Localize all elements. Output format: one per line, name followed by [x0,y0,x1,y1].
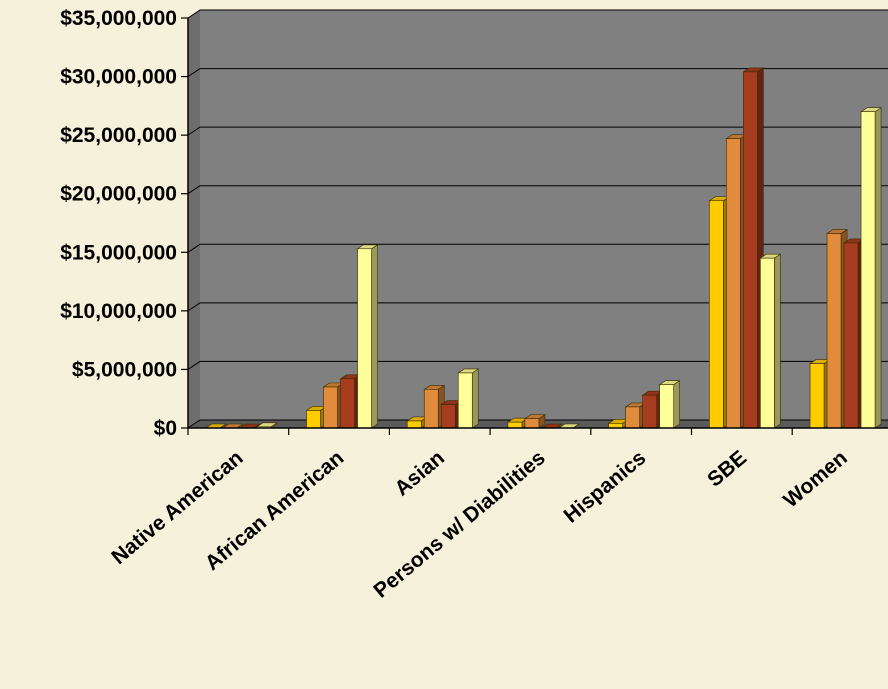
bar-front [406,420,422,429]
back-wall [200,10,888,420]
bar-front [625,406,640,429]
side-wall [188,10,200,428]
bar-front [843,242,859,429]
bars [204,67,883,429]
gridline [187,360,888,370]
bar-front [507,421,523,429]
bar-front [743,71,758,429]
y-tick-label: $30,000,000 [60,66,177,89]
bar-front [357,248,372,429]
bar-front [760,257,775,429]
y-tick-label: $20,000,000 [60,183,177,206]
bar-front [524,418,540,429]
bar [523,414,546,429]
bar-side [471,368,479,429]
bar [356,244,379,429]
bar-front [340,378,355,429]
bar-side [874,107,882,429]
y-tick-label: $35,000,000 [60,7,177,30]
y-tick-label: $0 [154,417,177,440]
bar-side [673,380,680,429]
bar [742,67,765,429]
x-category-label: Persons w/ Diabilities [369,446,549,602]
bar-side [774,253,781,429]
bar-front [826,233,842,429]
y-axis-tick-labels: $0 $5,000,000 $10,000,000 $15,000,000 $20,00… [60,7,177,440]
bar-front [440,404,456,429]
bar [457,368,480,429]
y-tick-label: $10,000,000 [60,300,177,323]
y-tick-label: $5,000,000 [72,358,177,381]
bar-front [726,138,741,429]
bar-front [423,389,439,429]
bar-front [659,384,674,429]
x-category-label: Hispanics [560,446,651,527]
gridline [187,185,888,195]
x-category-label: Women [779,446,852,512]
bar-front [809,363,825,429]
gridline [187,9,888,19]
axes [181,17,888,435]
bar [658,380,681,429]
x-category-label: SBE [703,446,751,491]
gridline [187,243,888,253]
x-category-label: Asian [390,446,449,500]
gridline [187,302,888,312]
gridline [187,126,888,136]
y-tick-label: $15,000,000 [60,241,177,264]
bar [759,253,782,429]
bar-front [323,386,338,429]
y-tick-label: $25,000,000 [60,124,177,147]
bar-front [860,111,876,429]
bar-front [457,372,473,429]
gridline [187,68,888,77]
bar-front [642,394,657,429]
bar [238,423,261,429]
bar-front [306,410,321,429]
bar [860,107,883,429]
plot-area [188,10,888,428]
bar-side [371,244,378,429]
bar-front [709,200,724,429]
